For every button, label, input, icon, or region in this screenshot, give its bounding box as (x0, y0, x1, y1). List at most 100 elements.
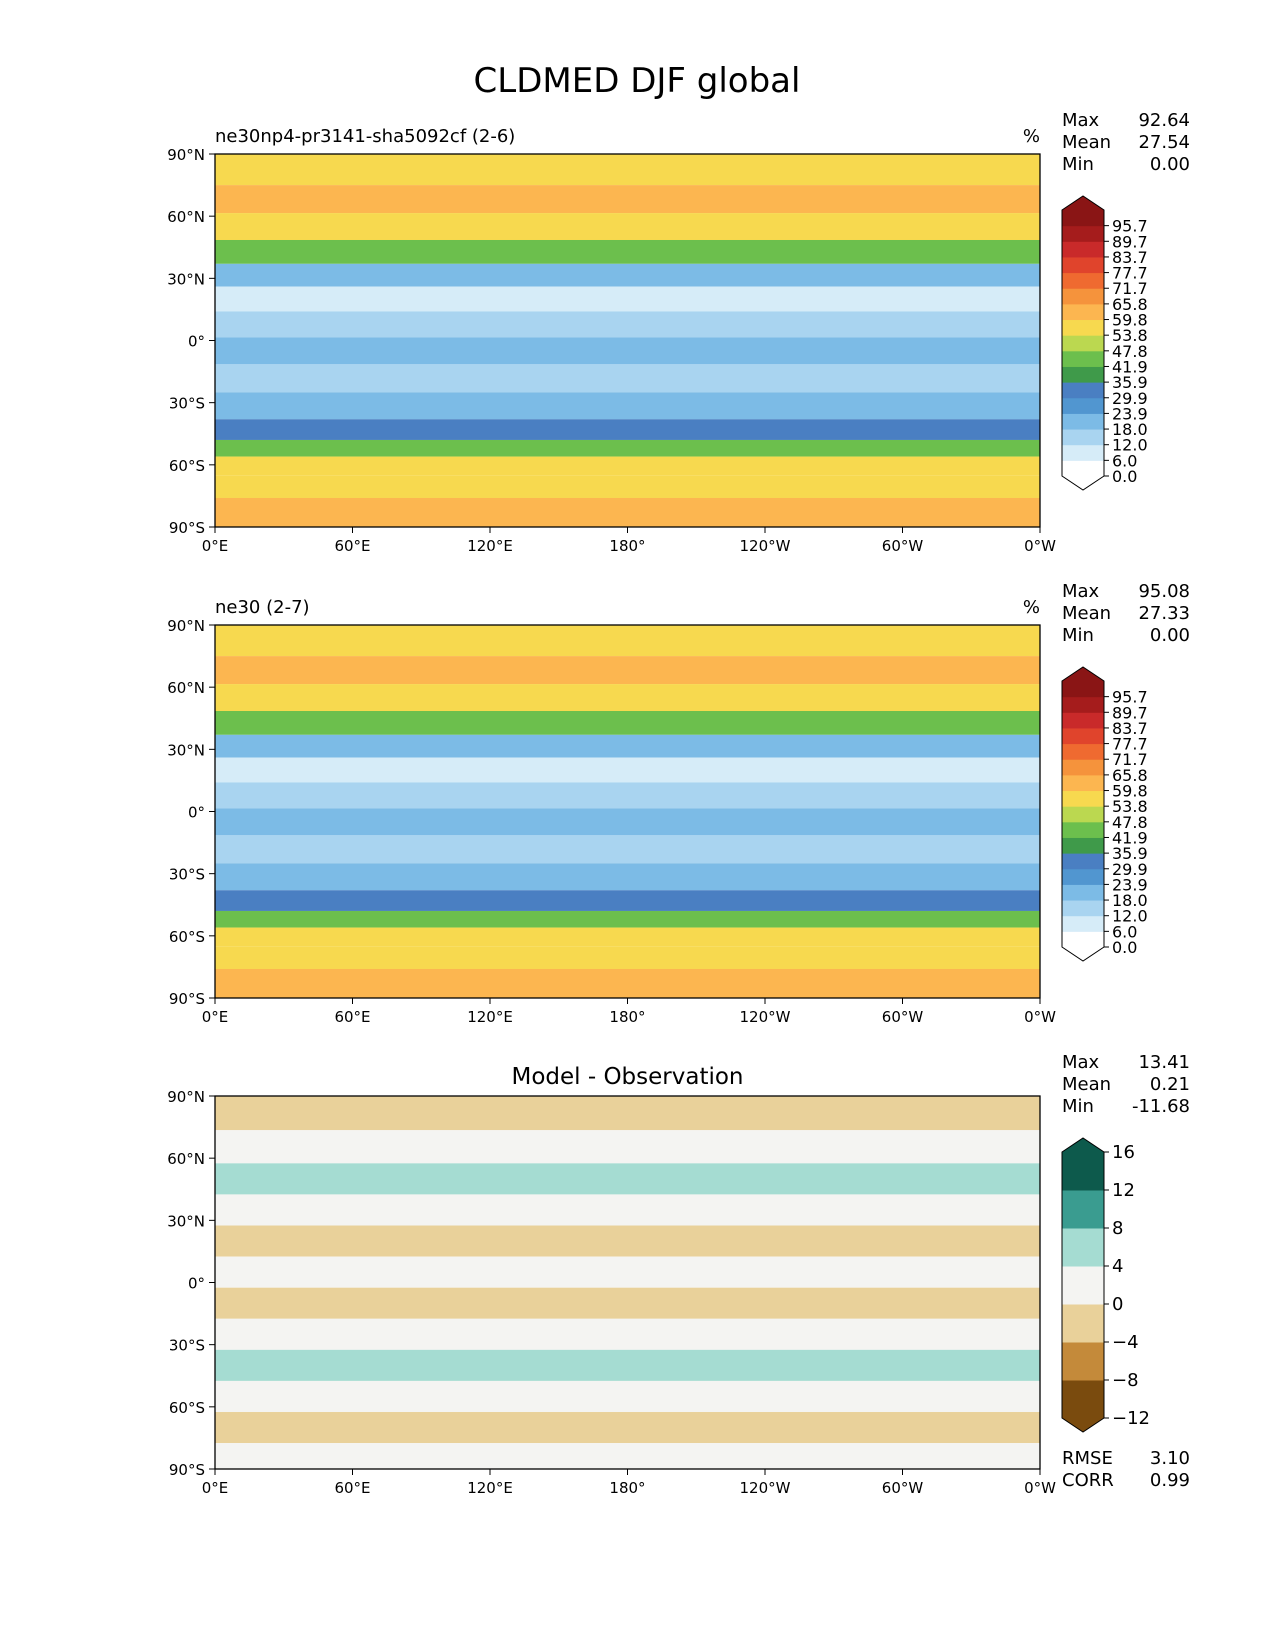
map-band (215, 734, 1040, 758)
lon-tick-label: 60°E (334, 537, 370, 555)
colorbar-label: 77.7 (1112, 735, 1148, 754)
stat-label: Mean (1062, 603, 1111, 624)
colorbar-segment (1062, 821, 1104, 838)
map-band (215, 808, 1040, 836)
colorbar-label: −12 (1112, 1408, 1150, 1429)
lon-tick-label: 180° (609, 1479, 645, 1497)
colorbar-label: 0.0 (1112, 938, 1137, 957)
map-band (215, 337, 1040, 365)
colorbar-label: 18.0 (1112, 420, 1148, 439)
lat-tick-label: 0° (188, 804, 205, 822)
colorbar-segment (1062, 681, 1104, 698)
map-band (215, 1349, 1040, 1381)
colorbar-segment (1062, 900, 1104, 917)
colorbar-label: 35.9 (1112, 844, 1148, 863)
map-band (215, 392, 1040, 420)
map-band (215, 968, 1040, 998)
lon-tick-label: 0°E (202, 1008, 229, 1026)
lat-tick-label: 60°S (169, 1399, 205, 1417)
units-label: % (1023, 597, 1040, 618)
stat-label: Max (1062, 581, 1100, 602)
lat-tick-label: 30°N (167, 270, 205, 288)
colorbar-segment (1062, 444, 1104, 461)
colorbar-extend-max (1062, 667, 1104, 681)
stat-value: 0.00 (1150, 625, 1190, 646)
colorbar-segment (1062, 743, 1104, 760)
panel-title: Model - Observation (511, 1064, 743, 1090)
map-band (215, 710, 1040, 735)
map-band (215, 1380, 1040, 1413)
colorbar-segment (1062, 366, 1104, 383)
map-band (215, 782, 1040, 809)
colorbar-segment (1062, 696, 1104, 713)
colorbar-segment (1062, 303, 1104, 321)
lat-tick-label: 60°N (167, 1150, 205, 1168)
map-band (215, 1130, 1040, 1164)
stat-label: Max (1062, 1052, 1100, 1073)
panel-title: ne30np4-pr3141-sha5092cf (2-6) (215, 126, 515, 147)
colorbar-label: 18.0 (1112, 891, 1148, 910)
colorbar-segment (1062, 429, 1104, 446)
colorbar-segment (1062, 288, 1104, 305)
colorbar-segment (1062, 1304, 1104, 1343)
map-band (215, 910, 1040, 928)
map-band (215, 1194, 1040, 1226)
lat-tick-label: 90°N (167, 617, 205, 635)
colorbar-segment (1062, 272, 1104, 289)
colorbar-label: 0 (1112, 1294, 1123, 1315)
lat-tick-label: 0° (188, 1275, 205, 1293)
map-band (215, 286, 1040, 312)
stat-value: 13.41 (1138, 1052, 1190, 1073)
lon-tick-label: 120°E (467, 1008, 513, 1026)
lat-tick-label: 90°S (169, 519, 205, 537)
lat-tick-label: 0° (188, 333, 205, 351)
colorbar-segment (1062, 256, 1104, 274)
stat-label: Min (1062, 154, 1094, 175)
colorbar-segment (1062, 241, 1104, 258)
colorbar-label: −8 (1112, 1370, 1139, 1391)
lat-tick-label: 30°S (169, 866, 205, 884)
colorbar-label: 83.7 (1112, 719, 1148, 738)
lat-tick-label: 90°N (167, 146, 205, 164)
colorbar-extend-min (1062, 947, 1104, 961)
colorbar-segment (1062, 727, 1104, 745)
colorbar-segment (1062, 319, 1104, 336)
stat-value: 92.64 (1138, 110, 1190, 131)
map-band (215, 1318, 1040, 1350)
lat-tick-label: 60°N (167, 208, 205, 226)
colorbar-label: 6.0 (1112, 451, 1137, 470)
lon-tick-label: 120°E (467, 537, 513, 555)
colorbar-segment (1062, 884, 1104, 901)
lon-tick-label: 60°E (334, 1479, 370, 1497)
stat-value: 95.08 (1138, 581, 1190, 602)
colorbar-segment (1062, 868, 1104, 885)
colorbar-label: 6.0 (1112, 922, 1137, 941)
colorbar-label: 71.7 (1112, 279, 1148, 298)
colorbar-segment (1062, 790, 1104, 807)
colorbar-segment (1062, 915, 1104, 932)
colorbar-segment (1062, 382, 1104, 399)
stat-value: 27.54 (1138, 132, 1190, 153)
stat-label: CORR (1062, 1470, 1114, 1491)
colorbar-segment (1062, 460, 1104, 477)
stat-label: Min (1062, 625, 1094, 646)
map-band (215, 656, 1040, 685)
colorbar-label: 29.9 (1112, 860, 1148, 879)
lon-tick-label: 180° (609, 1008, 645, 1026)
lat-tick-label: 90°S (169, 1461, 205, 1479)
lat-tick-label: 60°S (169, 928, 205, 946)
figure-title: CLDMED DJF global (474, 61, 801, 101)
lon-tick-label: 180° (609, 537, 645, 555)
lon-tick-label: 0°W (1024, 1479, 1056, 1497)
map-band (215, 1096, 1040, 1131)
map-band (215, 1412, 1040, 1444)
colorbar-label: 23.9 (1112, 875, 1148, 894)
colorbar-segment (1062, 350, 1104, 367)
colorbar-label: 12.0 (1112, 436, 1148, 455)
stat-label: RMSE (1062, 1448, 1113, 1469)
colorbar-extend-max (1062, 1138, 1104, 1152)
colorbar-extend-min (1062, 1418, 1104, 1432)
map-band (215, 475, 1040, 498)
colorbar-label: 12.0 (1112, 907, 1148, 926)
colorbar-label: 71.7 (1112, 750, 1148, 769)
